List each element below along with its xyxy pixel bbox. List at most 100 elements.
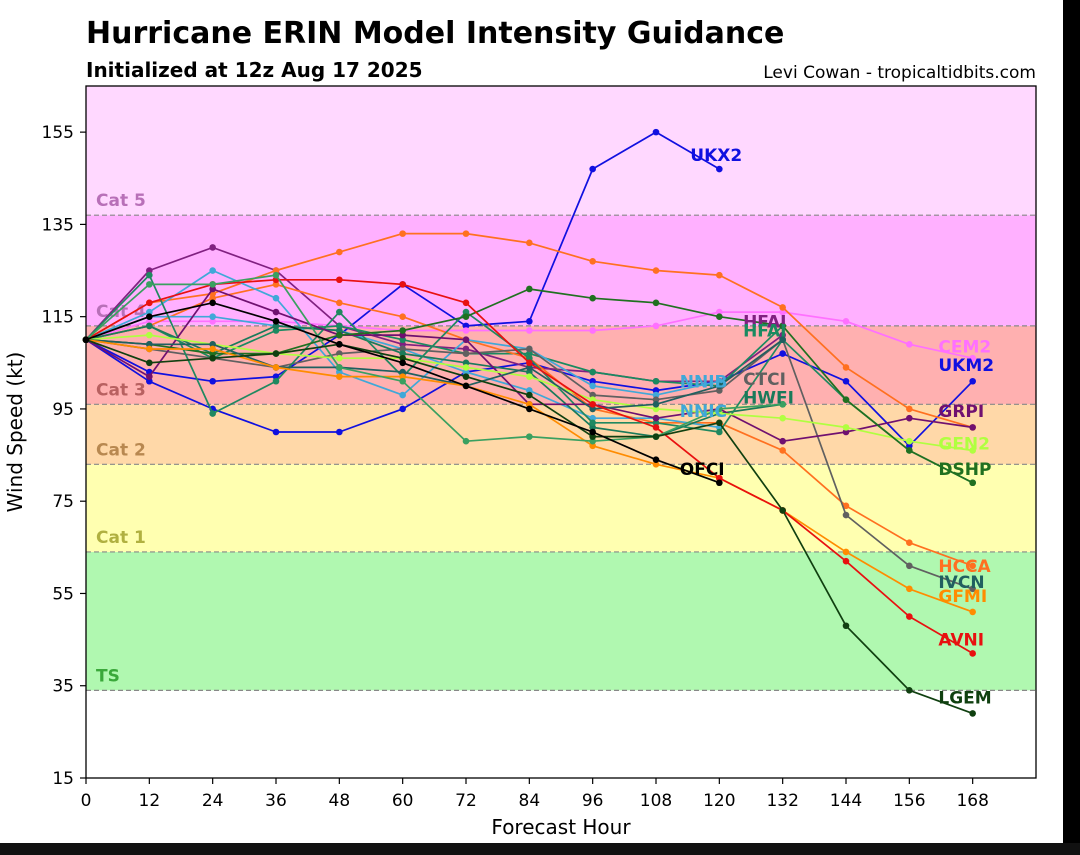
series-label-lgem: LGEM [938,688,991,708]
data-point [716,474,723,482]
data-point [462,327,470,334]
data-point [462,336,470,344]
data-point [209,317,216,325]
data-point [779,401,786,408]
data-point [652,419,660,427]
data-point [589,433,596,440]
data-point [652,396,660,404]
data-point [589,419,596,427]
series-label-ukx2: UKX2 [690,146,742,166]
data-point [969,585,976,593]
data-point [272,377,280,385]
series-line [85,338,784,410]
data-point [716,313,723,320]
series-label-gen2: GEN2 [938,435,990,455]
chart-title: Hurricane ERIN Model Intensity Guidance [86,16,784,51]
data-point [842,317,850,325]
data-point [462,345,470,353]
data-point [842,428,850,436]
data-point [779,350,786,357]
data-point [906,437,913,445]
band-ts [86,551,1036,691]
data-point [399,230,406,237]
data-point [906,405,913,413]
data-point [526,327,533,334]
series-label-ofci: OFCI [680,460,725,480]
data-point [652,424,660,431]
data-point [336,354,343,362]
plot-frame [85,85,1037,779]
x-tick-label: 108 [640,791,672,811]
data-point [652,414,660,422]
data-point [652,405,660,413]
data-point [906,613,913,620]
data-point [146,373,153,380]
data-point [969,447,976,454]
data-point [842,557,850,565]
x-tick-label: 24 [202,791,224,811]
x-tick-label: 12 [139,791,161,811]
data-point [779,322,786,330]
band-label-cat-3: Cat 3 [96,380,146,400]
y-tick-label: 55 [52,584,74,604]
x-tick-label: 0 [81,791,92,811]
data-point [462,322,470,330]
data-point [716,165,723,173]
data-point [146,313,153,320]
data-point [526,373,533,380]
series-label-ctci: CTCI [743,370,786,390]
data-point [842,502,850,510]
series-label-gfmi: GFMI [938,587,987,607]
data-point [526,368,533,376]
data-point [146,308,153,316]
data-point [462,299,470,307]
data-point [716,405,723,413]
data-point [272,364,280,371]
data-point [842,396,850,404]
series-label-hcca: HCCA [938,557,991,577]
y-tick-label: 35 [52,677,74,697]
data-point [652,322,660,330]
data-point [652,391,660,399]
band-cat-1 [86,464,1036,552]
band-cat-5 [86,86,1036,216]
data-point [209,299,216,307]
data-point [526,387,533,394]
data-point [336,276,343,284]
data-point [906,562,913,570]
data-point [969,562,976,570]
data-point [652,460,660,468]
data-point [526,433,533,440]
data-point [336,428,343,436]
data-point [209,244,216,251]
data-point [779,336,786,344]
data-point [589,391,596,399]
data-point [716,377,723,385]
data-point [589,377,596,385]
data-point [526,345,533,353]
band-cat-4 [86,215,1036,326]
data-point [399,341,406,348]
data-point [399,331,406,339]
data-point [462,364,470,371]
data-point [146,271,153,279]
data-point [399,405,406,413]
data-point [589,442,596,450]
data-point [336,248,343,256]
data-point [652,299,660,307]
data-point [462,308,470,316]
data-point [399,377,406,385]
data-point [336,341,343,348]
series-label-hwfi: HWFI [743,388,794,408]
series-lines [82,128,976,717]
x-tick-label: 144 [830,791,862,811]
data-point [399,345,406,353]
data-point [716,382,723,390]
data-point [779,304,786,311]
data-point [906,414,913,422]
x-tick-label: 156 [893,791,925,811]
data-point [906,687,913,694]
data-point [272,327,280,334]
